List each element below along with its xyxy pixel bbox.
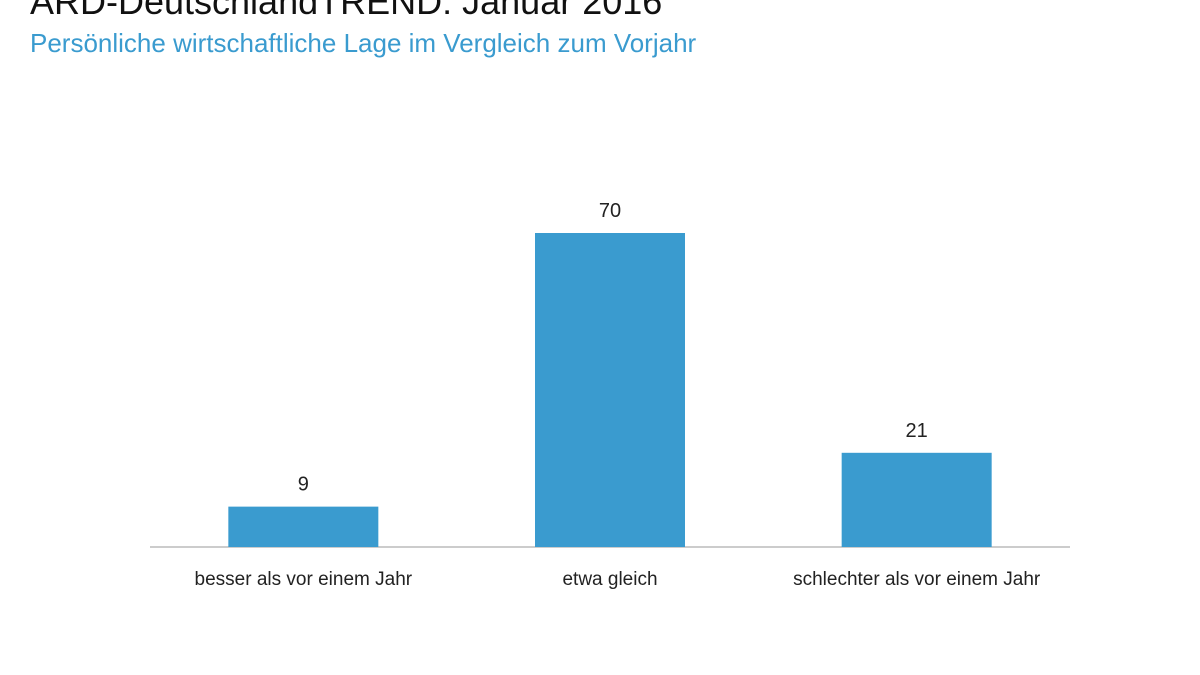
bar: [228, 506, 379, 547]
data-label: 9: [298, 474, 309, 496]
x-tick-label: etwa gleich: [562, 569, 657, 590]
data-label: 21: [906, 420, 928, 442]
x-tick-label: schlechter als vor einem Jahr: [793, 569, 1041, 590]
chart-subtitle: Persönliche wirtschaftliche Lage im Verg…: [30, 28, 697, 58]
bar: [535, 233, 685, 547]
chart-title: ARD-DeutschlandTREND: Januar 2016: [30, 0, 662, 22]
x-tick-label: besser als vor einem Jahr: [195, 569, 413, 590]
bar: [841, 452, 992, 547]
data-label: 70: [599, 200, 621, 222]
